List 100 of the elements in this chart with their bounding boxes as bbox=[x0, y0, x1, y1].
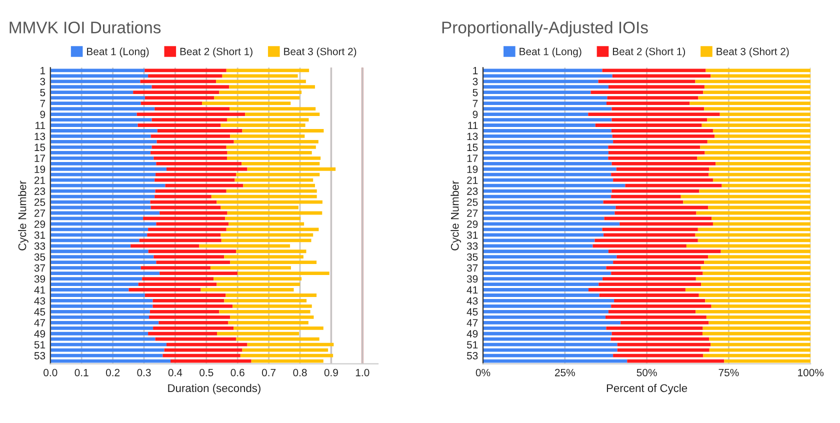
bar bbox=[50, 85, 152, 89]
bar bbox=[613, 354, 704, 358]
x-tick-label: 0% bbox=[476, 368, 490, 376]
bar bbox=[610, 337, 710, 341]
bar bbox=[611, 129, 713, 132]
bar bbox=[704, 85, 811, 89]
y-tick-label: 3 bbox=[472, 78, 478, 86]
x-tick-label: 0.5 bbox=[200, 368, 214, 376]
bar bbox=[202, 102, 291, 106]
bar bbox=[50, 255, 154, 259]
bar bbox=[154, 156, 227, 160]
bar bbox=[242, 162, 320, 166]
bar bbox=[617, 342, 711, 346]
bar bbox=[483, 260, 614, 264]
bar bbox=[708, 172, 811, 176]
bar bbox=[152, 145, 226, 149]
bar bbox=[606, 326, 703, 330]
bar bbox=[150, 310, 220, 314]
bar bbox=[700, 266, 811, 270]
bar bbox=[50, 184, 166, 188]
bar bbox=[611, 272, 703, 276]
bar bbox=[594, 238, 698, 242]
y-tick-label: 41 bbox=[466, 286, 478, 294]
y-tick-label: 45 bbox=[34, 308, 46, 316]
bar bbox=[483, 354, 614, 358]
legend-label: Beat 3 (Short 2) bbox=[284, 48, 356, 58]
bar bbox=[50, 90, 134, 94]
bar bbox=[50, 189, 156, 193]
y-tick-label: 7 bbox=[40, 100, 46, 108]
bar bbox=[709, 337, 811, 341]
bar bbox=[50, 80, 140, 84]
bar bbox=[483, 85, 608, 89]
bar bbox=[703, 90, 811, 94]
bar bbox=[156, 140, 234, 144]
bar bbox=[483, 112, 588, 116]
y-tick-label: 21 bbox=[34, 176, 46, 184]
bar bbox=[153, 326, 234, 330]
y-axis-title: Cycle Number bbox=[450, 180, 461, 250]
y-tick-label: 39 bbox=[466, 275, 478, 283]
bar bbox=[230, 134, 305, 138]
bar bbox=[160, 272, 238, 276]
y-tick-label: 13 bbox=[34, 132, 46, 140]
y-tick-label: 47 bbox=[466, 319, 478, 326]
bar bbox=[695, 233, 811, 237]
bar bbox=[483, 315, 606, 319]
bar bbox=[613, 260, 704, 264]
y-tick-label: 1 bbox=[473, 67, 478, 74]
bar bbox=[708, 255, 811, 259]
bar bbox=[599, 294, 699, 297]
legend-label: Beat 1 (Long) bbox=[87, 48, 149, 58]
bar bbox=[483, 80, 598, 84]
bar bbox=[483, 320, 621, 324]
bar bbox=[138, 124, 221, 127]
bar bbox=[50, 156, 154, 160]
bar bbox=[608, 250, 721, 254]
x-tick-label: 0.6 bbox=[230, 368, 244, 376]
bar bbox=[483, 250, 608, 254]
bar bbox=[140, 102, 202, 106]
bar bbox=[130, 244, 200, 248]
bar bbox=[483, 96, 608, 100]
bar bbox=[154, 255, 224, 259]
bar bbox=[50, 266, 141, 270]
bar bbox=[483, 277, 603, 280]
bar bbox=[704, 260, 811, 264]
x-tick-label: 0.8 bbox=[293, 368, 307, 376]
bar bbox=[220, 124, 306, 127]
bar bbox=[483, 184, 626, 188]
bar bbox=[608, 156, 698, 160]
x-tick-label: 0.7 bbox=[262, 368, 276, 376]
bar bbox=[226, 145, 316, 149]
bar bbox=[707, 140, 811, 144]
bar bbox=[703, 354, 811, 358]
bar bbox=[620, 320, 709, 324]
bar bbox=[712, 129, 811, 132]
y-tick-label: 33 bbox=[34, 242, 46, 250]
y-tick-label: 35 bbox=[466, 253, 478, 261]
bar bbox=[50, 233, 148, 237]
bar bbox=[686, 244, 811, 248]
x-tick-label: 1.0 bbox=[356, 368, 370, 376]
bar bbox=[50, 150, 151, 154]
y-tick-label: 43 bbox=[34, 297, 46, 305]
bar bbox=[50, 112, 137, 116]
bar bbox=[483, 266, 606, 270]
bar bbox=[139, 238, 222, 242]
bar bbox=[483, 238, 595, 242]
bar bbox=[710, 74, 811, 78]
y-axis-title: Cycle Number bbox=[18, 180, 28, 250]
bar bbox=[696, 310, 811, 314]
y-tick-label: 27 bbox=[467, 209, 478, 217]
bar bbox=[714, 134, 811, 138]
y-tick-label: 49 bbox=[466, 330, 478, 338]
bar bbox=[698, 228, 811, 232]
bar bbox=[150, 134, 230, 138]
bar bbox=[698, 96, 811, 100]
bar bbox=[247, 167, 336, 171]
bar bbox=[483, 228, 602, 232]
bar bbox=[227, 150, 312, 154]
bar bbox=[608, 145, 700, 149]
bar bbox=[483, 288, 588, 292]
bar bbox=[165, 184, 244, 188]
